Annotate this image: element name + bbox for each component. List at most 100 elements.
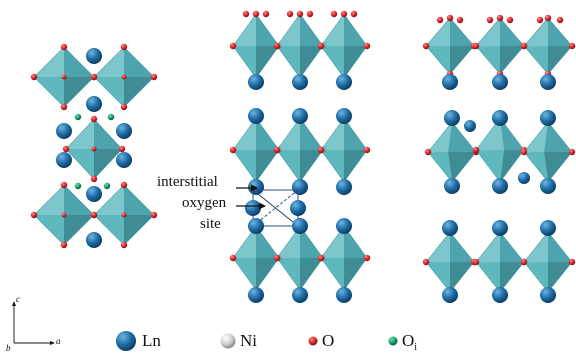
o-atom: [120, 43, 128, 51]
octahedron: [90, 181, 158, 249]
legend-ni-label: Ni: [240, 331, 257, 350]
octahedron: [472, 14, 528, 78]
o-atom: [91, 146, 97, 152]
annotation-site: site: [200, 216, 221, 232]
ln-atom: [540, 178, 556, 194]
octahedron-face: [544, 122, 572, 152]
ln-atom: [56, 123, 72, 139]
octahedron-face: [448, 152, 476, 182]
o-atom: [229, 146, 237, 154]
o-atom: [150, 73, 158, 81]
octahedron: [520, 14, 576, 78]
o-atom: [363, 146, 371, 154]
legend-oi-label: Oi: [402, 331, 417, 353]
o-atom: [472, 258, 480, 266]
o-atom: [422, 42, 430, 50]
octahedron: [62, 115, 126, 183]
legend-o-swatch: [308, 336, 318, 346]
ln-atom: [442, 220, 458, 236]
octahedron: [90, 43, 158, 111]
o-atom: [61, 74, 67, 80]
o-atom: [61, 212, 67, 218]
octahedron: [317, 10, 371, 82]
axis-label-a: a: [56, 336, 61, 346]
octahedron: [422, 14, 478, 78]
ln-atom: [86, 96, 102, 112]
o-atom: [436, 16, 444, 24]
legend-o-label: O: [322, 331, 335, 350]
axes-indicator: [12, 301, 55, 345]
o-atom: [544, 14, 552, 22]
o-atom: [363, 254, 371, 262]
octahedron-face: [476, 150, 504, 182]
ln-atom: [518, 172, 530, 184]
o-atom: [121, 212, 127, 218]
o-atom: [121, 74, 127, 80]
o-atom: [30, 73, 38, 81]
o-atom: [118, 145, 126, 153]
ln-atom: [292, 179, 308, 195]
panel-left-structure: [30, 43, 158, 249]
o-atom: [90, 211, 98, 219]
ln-atom: [86, 232, 102, 248]
o-atom: [120, 103, 128, 111]
ln-atom: [248, 218, 264, 234]
ln-atom: [444, 110, 460, 126]
o-atom: [317, 42, 325, 50]
o-atom: [472, 146, 480, 154]
o-atom: [568, 258, 576, 266]
ln-atom: [56, 152, 72, 168]
o-atom: [317, 254, 325, 262]
ln-atom: [248, 287, 264, 303]
ln-atom: [492, 287, 508, 303]
o-atom: [229, 42, 237, 50]
octahedron: [229, 114, 283, 186]
annotation-arrows: [236, 184, 266, 210]
ln-atom: [336, 218, 352, 234]
octahedron: [422, 228, 478, 296]
ln-atom: [336, 108, 352, 124]
legend-oi-sub: i: [414, 342, 418, 353]
o-atom: [296, 10, 304, 18]
panel-right-structure: [422, 14, 576, 303]
o-atom: [60, 103, 68, 111]
o-atom: [273, 146, 281, 154]
ln-atom: [292, 108, 308, 124]
ln-atom: [336, 179, 352, 195]
o-atom: [496, 14, 504, 22]
legend-ln-swatch: [116, 331, 136, 351]
ln-atom: [292, 287, 308, 303]
ln-atom: [116, 152, 132, 168]
octahedron: [30, 181, 98, 249]
o-atom: [363, 42, 371, 50]
panel-middle-structure: [229, 10, 371, 303]
o-atom: [456, 16, 464, 24]
ln-atom: [492, 74, 508, 90]
o-atom: [536, 16, 544, 24]
interstitial-cage-diagonal: [252, 189, 299, 227]
ln-atom: [492, 110, 508, 126]
o-atom: [446, 14, 454, 22]
ln-atom: [540, 110, 556, 126]
o-atom: [424, 148, 432, 156]
ln-atom: [290, 200, 306, 216]
ln-atom: [540, 74, 556, 90]
legend: [116, 331, 398, 351]
oi-atom: [74, 113, 82, 121]
ln-atom: [116, 123, 132, 139]
ln-atom: [492, 220, 508, 236]
o-atom: [506, 16, 514, 24]
o-atom: [120, 241, 128, 249]
legend-oi-main: O: [402, 331, 415, 350]
ln-atom: [336, 74, 352, 90]
o-atom: [150, 211, 158, 219]
o-atom: [62, 145, 70, 153]
ln-atom: [292, 74, 308, 90]
legend-ni-swatch: [220, 333, 236, 349]
o-atom: [422, 258, 430, 266]
o-atom: [486, 16, 494, 24]
o-atom: [330, 10, 338, 18]
octahedron: [472, 228, 528, 296]
o-atom: [273, 42, 281, 50]
o-atom: [242, 10, 250, 18]
